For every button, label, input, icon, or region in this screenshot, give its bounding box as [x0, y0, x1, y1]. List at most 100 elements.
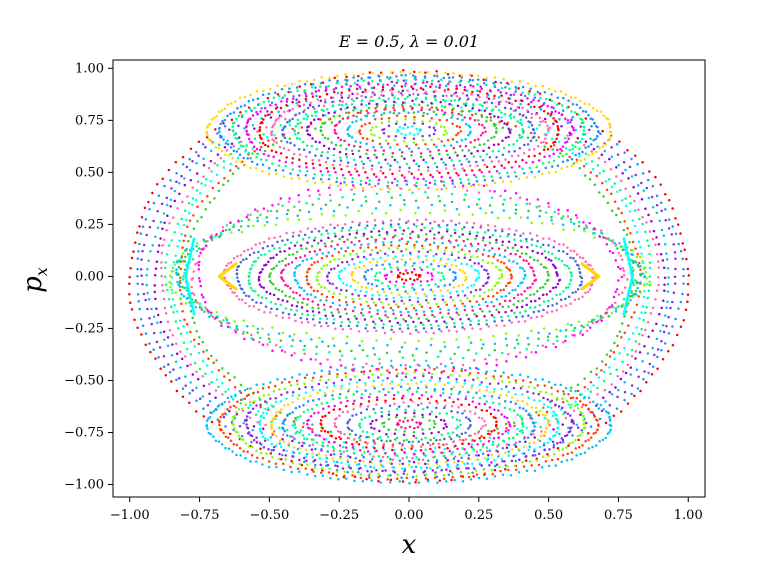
orbit-point	[461, 283, 464, 286]
orbit-point	[562, 250, 565, 253]
orbit-point	[526, 436, 530, 440]
orbit-point	[280, 277, 284, 281]
orbit-point	[343, 433, 346, 436]
orbit-point	[578, 433, 582, 437]
orbit-point	[247, 279, 251, 282]
orbit-point	[455, 465, 458, 468]
orbit-point	[431, 175, 435, 179]
orbit-point	[318, 85, 322, 88]
orbit-point	[423, 293, 426, 296]
orbit-point	[260, 117, 263, 120]
orbit-point	[344, 446, 348, 449]
orbit-point	[451, 182, 454, 185]
orbit-point	[444, 71, 447, 75]
orbit-point	[195, 329, 198, 333]
orbit-point	[319, 178, 323, 181]
orbit-point	[178, 192, 181, 196]
orbit-point	[468, 372, 472, 375]
orbit-point	[495, 170, 499, 173]
orbit-point	[370, 230, 373, 233]
orbit-point	[504, 136, 508, 140]
orbit-point	[204, 184, 207, 187]
orbit-point	[281, 311, 285, 314]
orbit-point	[295, 291, 298, 295]
orbit-point	[506, 464, 509, 468]
orbit-point	[445, 230, 449, 233]
orbit-point	[592, 147, 596, 151]
orbit-point	[358, 459, 362, 462]
orbit-point	[275, 411, 278, 415]
orbit-point	[141, 283, 144, 286]
orbit-point	[501, 180, 505, 183]
orbit-point	[454, 91, 458, 94]
orbit-point	[309, 286, 313, 289]
orbit-point	[179, 276, 182, 279]
orbit-point	[219, 156, 223, 160]
orbit-point	[468, 131, 472, 135]
orbit-point	[641, 160, 644, 164]
orbit-point	[424, 462, 427, 466]
orbit-point	[189, 330, 192, 334]
orbit-point	[464, 397, 468, 401]
orbit-point	[366, 405, 370, 408]
orbit-point	[430, 376, 434, 379]
orbit-point	[359, 438, 362, 442]
orbit-point	[463, 448, 466, 451]
orbit-point	[449, 234, 453, 237]
orbit-point	[182, 341, 186, 345]
orbit-point	[344, 147, 348, 151]
orbit-point	[339, 437, 342, 441]
orbit-point	[405, 476, 409, 480]
orbit-point	[450, 263, 453, 267]
orbit-point	[674, 267, 677, 271]
orbit-point	[299, 316, 303, 320]
orbit-point	[183, 183, 187, 187]
orbit-point	[487, 97, 491, 100]
orbit-point	[451, 317, 454, 321]
orbit-point	[198, 336, 201, 339]
orbit-point	[312, 460, 315, 463]
orbit-point	[646, 178, 650, 182]
orbit-point	[329, 267, 333, 271]
orbit-point	[469, 141, 472, 144]
orbit-point	[488, 235, 492, 239]
orbit-point	[524, 309, 527, 313]
orbit-point	[586, 290, 590, 294]
orbit-point	[255, 449, 258, 452]
orbit-point	[428, 443, 432, 447]
orbit-point	[544, 414, 547, 417]
orbit-point	[472, 467, 476, 470]
orbit-point	[505, 416, 509, 420]
orbit-point	[197, 154, 200, 158]
orbit-point	[371, 126, 374, 129]
orbit-point	[219, 122, 222, 125]
orbit-point	[145, 283, 148, 287]
orbit-point	[289, 141, 292, 145]
orbit-point	[500, 111, 503, 114]
orbit-point	[556, 389, 559, 393]
orbit-point	[506, 171, 509, 174]
orbit-point	[275, 141, 278, 145]
orbit-point	[435, 74, 439, 78]
orbit-point	[261, 141, 265, 145]
orbit-point	[539, 390, 542, 393]
orbit-point	[630, 355, 634, 358]
orbit-point	[338, 408, 341, 411]
orbit-point	[320, 108, 324, 112]
orbit-point	[488, 436, 492, 440]
orbit-point	[399, 385, 403, 389]
orbit-point	[303, 460, 306, 463]
orbit-point	[223, 107, 227, 110]
orbit-point	[407, 219, 410, 223]
orbit-point	[180, 174, 183, 178]
orbit-point	[548, 448, 551, 451]
orbit-point	[473, 268, 477, 272]
orbit-point	[538, 116, 542, 120]
orbit-point	[627, 324, 630, 327]
orbit-point	[626, 402, 630, 405]
orbit-point	[633, 209, 637, 212]
orbit-point	[385, 297, 388, 301]
orbit-point	[546, 405, 550, 409]
orbit-point	[456, 447, 459, 451]
orbit-point	[333, 232, 336, 235]
